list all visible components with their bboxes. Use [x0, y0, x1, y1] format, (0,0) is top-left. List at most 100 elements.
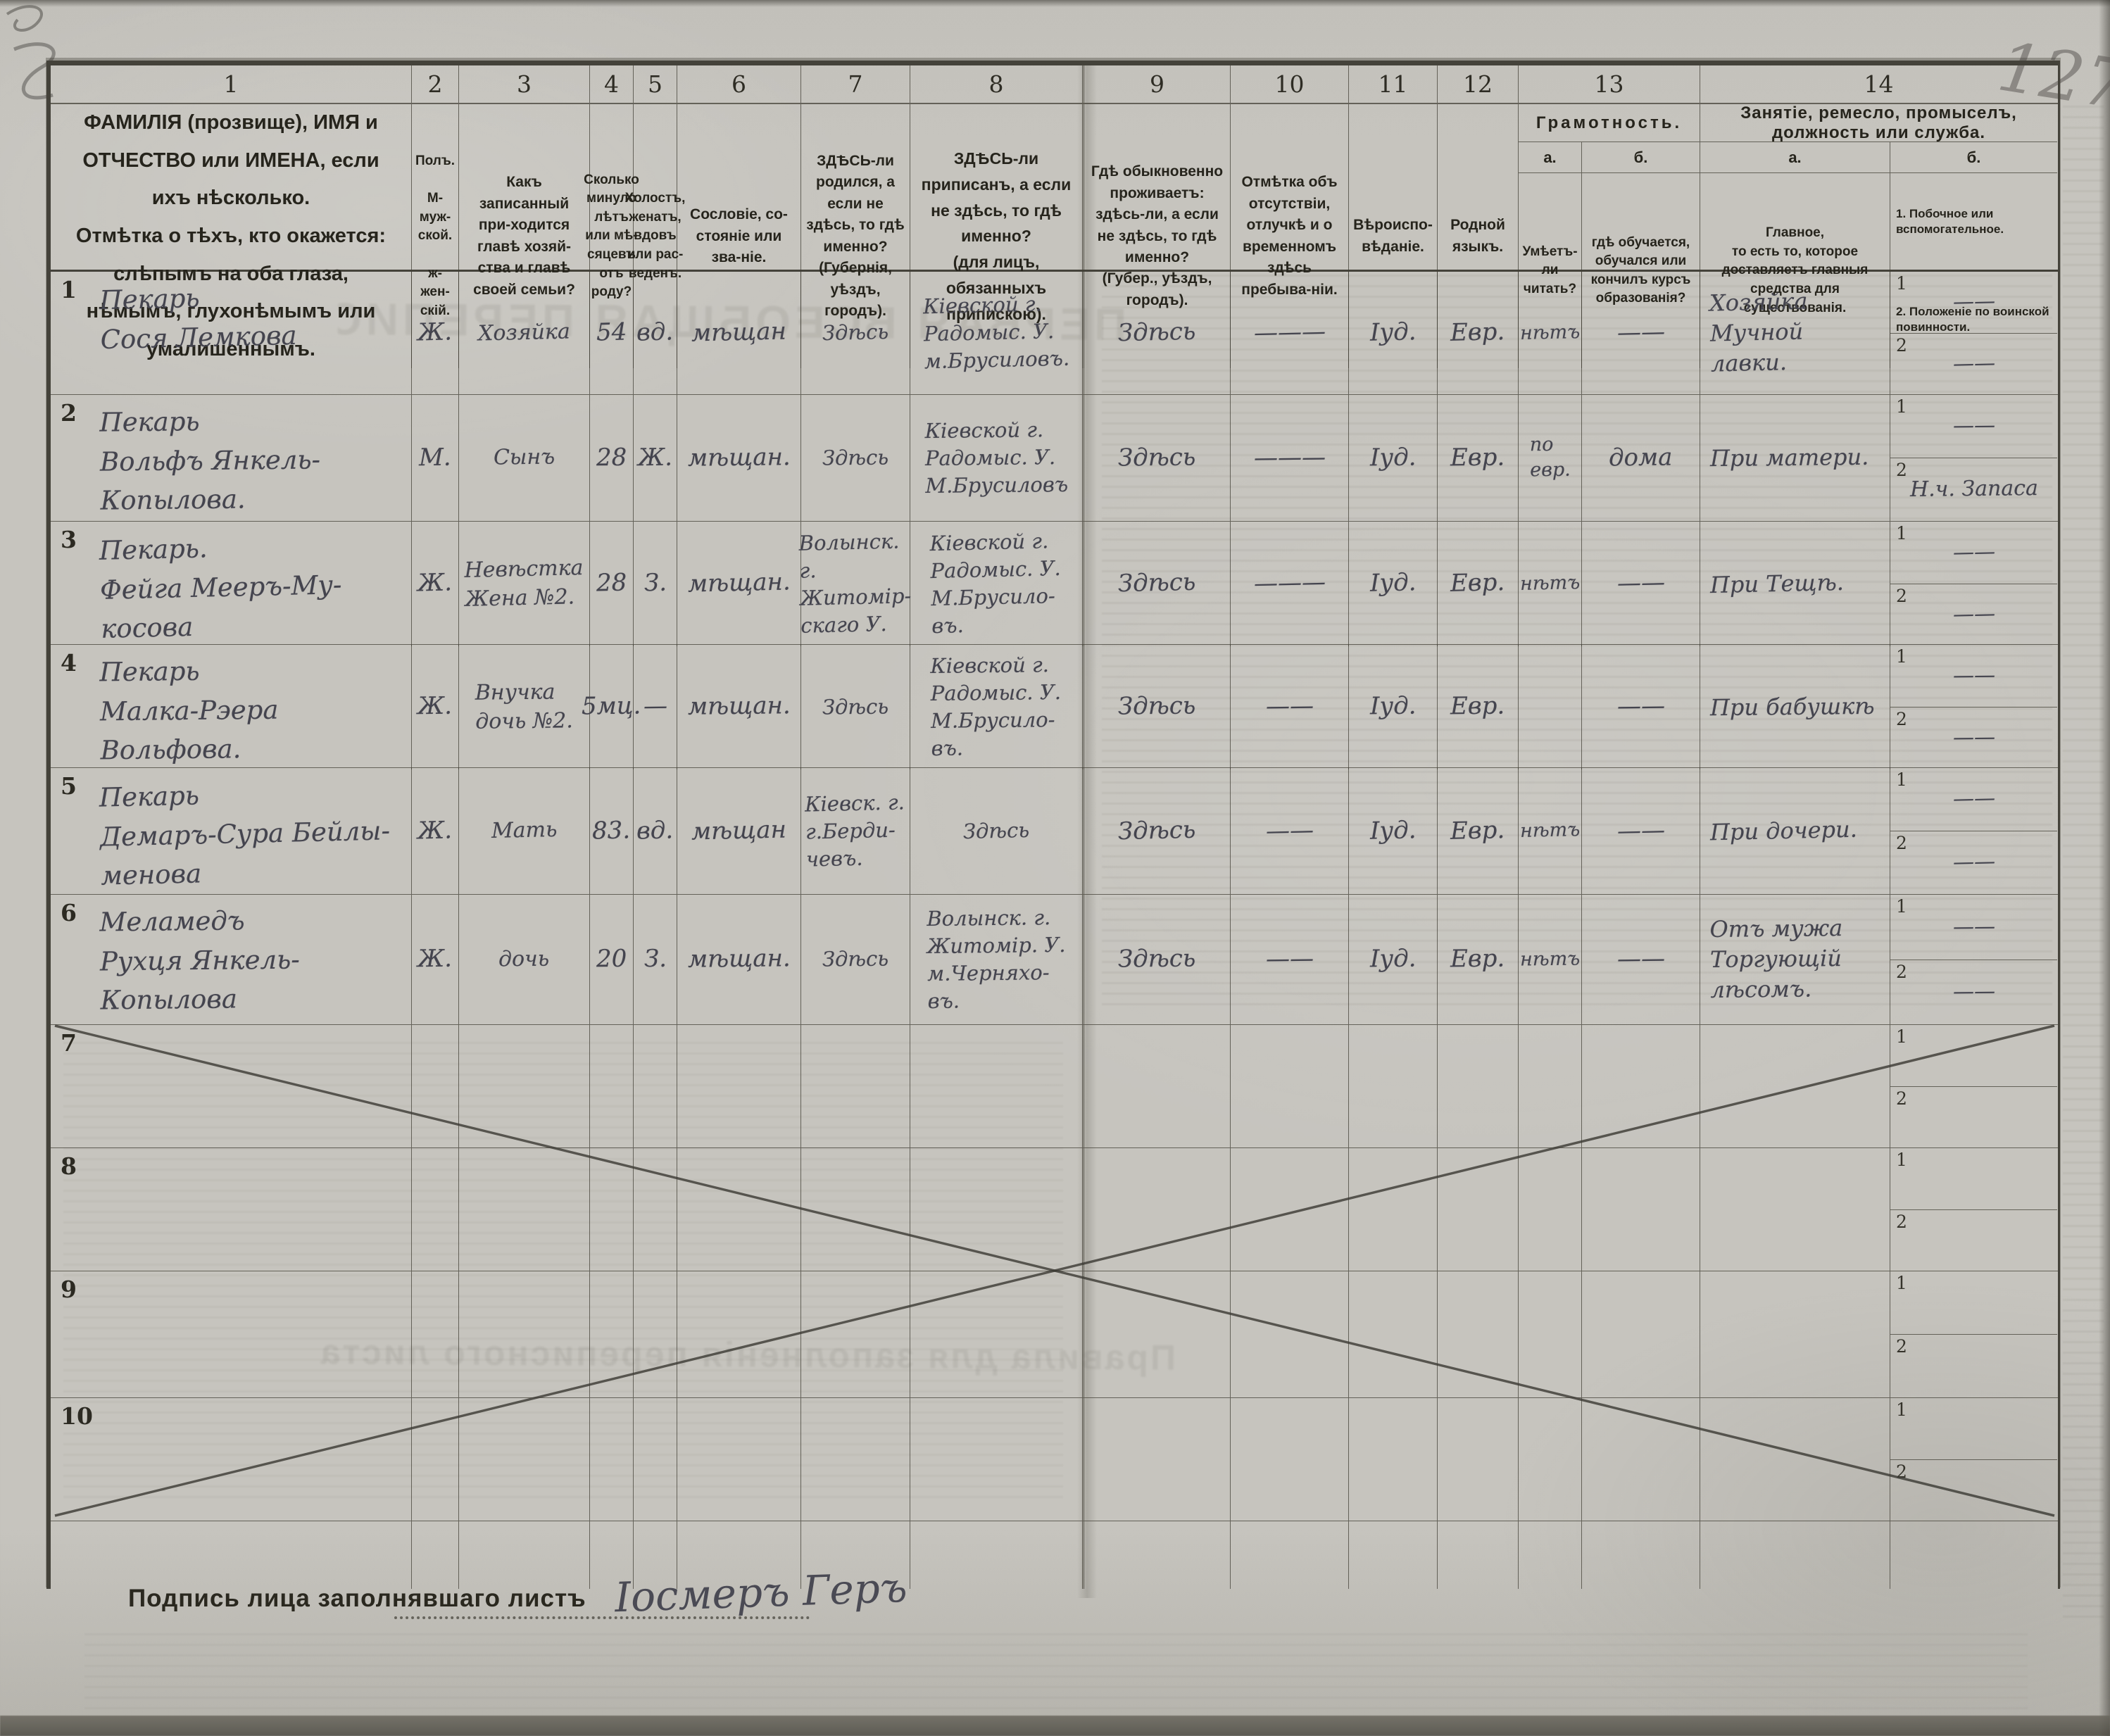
column-numbers-row: 1 2 3 4 5 6 7 8 9 10 11 12 13 14	[51, 65, 2058, 104]
row-number: 5	[61, 772, 77, 800]
table-row: 1 Пекарь Сося Лемкова Ж. Хозяйка 54 вд. …	[51, 272, 2058, 395]
cell-literacy-read: по евр.	[1519, 395, 1582, 521]
occupation-side-2: 2 ——	[1890, 831, 2057, 894]
cell-literacy-school: ——	[1582, 272, 1700, 394]
cell-language	[1438, 1148, 1519, 1271]
cell-language	[1438, 1271, 1519, 1397]
cell-language: Евр.	[1438, 645, 1519, 769]
col-number-13: 13	[1519, 65, 1700, 103]
cell-occupation-side: 1 —— 2 Н.ч. Запаса	[1890, 395, 2057, 521]
cell-birthplace: Здѣсь	[801, 895, 910, 1024]
cell-birthplace: Здѣсь	[801, 272, 910, 394]
absence-entry: ——	[1265, 944, 1314, 974]
religion-entry: Іуд.	[1369, 317, 1417, 347]
header-occupation-title: Занятіе, ремесло, промыселъ, должность и…	[1700, 103, 2057, 142]
sub-number-2: 2	[1896, 585, 1907, 606]
cell-age: 5мц.	[582, 645, 641, 769]
cell-birthplace: Волынск. г. Житомір- скаго У.	[798, 522, 912, 646]
cell-estate: мѣщан.	[677, 645, 801, 769]
header-sex: Полъ. М-муж-ской. ж-жен-скій.	[412, 104, 459, 369]
cell-registration	[910, 1148, 1084, 1271]
occupation-side-entry: ——	[1952, 539, 1995, 565]
cell-literacy-read: нѣтъ	[1519, 522, 1582, 646]
birthplace-entry: Здѣсь	[822, 445, 889, 470]
col-number-5: 5	[634, 65, 677, 103]
cell-relation	[459, 1148, 590, 1271]
col-number-8: 8	[910, 65, 1084, 103]
signature-handwriting: Іосмеръ Геръ	[613, 1563, 908, 1622]
cell-marital: З.	[634, 522, 677, 646]
relation-entry: Внучка дочь №2.	[475, 679, 574, 734]
literacy-school-entry: ——	[1616, 317, 1665, 347]
cell-birthplace	[801, 1398, 910, 1521]
header-literacy-school: гдѣ обучается, обучался или кончилъ курс…	[1590, 234, 1691, 306]
row-number: 10	[61, 1402, 93, 1430]
name-entry: Пекарь Малка-Рэера Вольфова.	[99, 655, 279, 766]
literacy-school-entry: ——	[1616, 815, 1665, 845]
table-row: 2 Пекарь Вольфъ Янкель- Копылова. М. Сын…	[51, 395, 2058, 522]
cell-marital: вд.	[634, 768, 677, 894]
registration-entry: Кіевской г. Радомыс. У. М.Брусило- въ.	[930, 653, 1062, 761]
cell-relation: Внучка дочь №2.	[459, 645, 590, 769]
cell-residence: Здѣсь	[1084, 645, 1231, 769]
marital-entry: З.	[643, 944, 667, 974]
registration-entry: Кіевской г. Радомыс. У. м.Брусиловъ.	[922, 291, 1070, 374]
cell-residence	[1084, 1398, 1231, 1521]
cell-literacy-read	[1519, 1398, 1582, 1521]
estate-entry: мѣщан	[691, 815, 787, 846]
cell-sex: Ж.	[412, 895, 459, 1024]
cell-literacy-read	[1519, 1025, 1582, 1147]
cell-relation: Сынъ	[459, 395, 590, 521]
cell-literacy-read	[1519, 1148, 1582, 1271]
col-number-10: 10	[1231, 65, 1349, 103]
bleedthrough-text-bottom	[84, 1633, 2028, 1711]
column-headers-row: ФАМИЛІЯ (прозвище), ИМЯ и ОТЧЕСТВО или И…	[51, 103, 2058, 369]
residence-entry: Здѣсь	[1118, 442, 1196, 472]
age-entry: 28	[596, 443, 627, 472]
cell-sex: Ж.	[412, 522, 459, 646]
cell-marital: З.	[634, 895, 677, 1024]
marital-entry: З.	[643, 568, 667, 598]
sex-entry: Ж.	[417, 815, 453, 845]
cell-marital: Ж.	[634, 395, 677, 521]
cell-age: 20	[590, 895, 634, 1024]
cell-registration	[910, 1271, 1084, 1397]
cell-occupation-side: 1 —— 2 ——	[1890, 645, 2057, 769]
residence-entry: Здѣсь	[1117, 815, 1197, 845]
occupation-side-1: 1 ——	[1890, 272, 2057, 333]
cell-marital	[634, 1398, 677, 1521]
sub-number-2: 2	[1896, 1336, 1907, 1357]
literacy-school-entry: ——	[1616, 691, 1665, 721]
cell-registration: Кіевской г. Радомыс. У. М.Брусило- въ.	[910, 522, 1084, 646]
cell-estate: мѣщан	[677, 272, 801, 394]
birthplace-entry: Здѣсь	[822, 694, 889, 719]
cell-registration: Кіевской г. Радомыс. У. М.Брусиловъ	[910, 395, 1084, 521]
name-entry: Меламедъ Рухця Янкель- Копылова	[99, 905, 300, 1016]
cell-absence: ——	[1231, 895, 1349, 1024]
row-number: 8	[61, 1152, 77, 1180]
residence-entry: Здѣсь	[1118, 691, 1196, 721]
cell-birthplace: Здѣсь	[801, 395, 910, 521]
cell-literacy-read: нѣтъ	[1519, 272, 1582, 394]
relation-entry: Мать	[491, 817, 558, 844]
col-number-6: 6	[677, 65, 801, 103]
sub-number-2: 2	[1896, 334, 1907, 356]
cell-estate	[677, 1398, 801, 1521]
absence-entry: ———	[1253, 568, 1326, 598]
cell-estate: мѣщан	[677, 768, 801, 894]
age-entry: 28	[596, 568, 627, 598]
sub-number-1: 1	[1896, 769, 1907, 790]
sub-number-2: 2	[1896, 961, 1907, 982]
registration-entry: Кіевской г. Радомыс. У. М.Брусиловъ	[924, 417, 1068, 498]
cell-relation: Хозяйка	[459, 272, 590, 394]
pencil-scribble	[6, 5, 56, 100]
cell-occupation-side: 1 2	[1890, 1398, 2057, 1521]
sub-number-1: 1	[1896, 273, 1907, 294]
occupation-side-2: 2 ——	[1890, 332, 2057, 395]
cell-relation: Невѣстка Жена №2.	[459, 522, 590, 646]
marital-entry: вд.	[636, 317, 674, 347]
header-names-main: ФАМИЛІЯ (прозвище), ИМЯ и ОТЧЕСТВО или И…	[82, 111, 379, 210]
header-occupation-a-label: а.	[1700, 142, 1890, 172]
cell-occupation-main: Отъ мужа Торгующій лѣсомъ.	[1700, 895, 1890, 1024]
cell-estate	[677, 1271, 801, 1397]
